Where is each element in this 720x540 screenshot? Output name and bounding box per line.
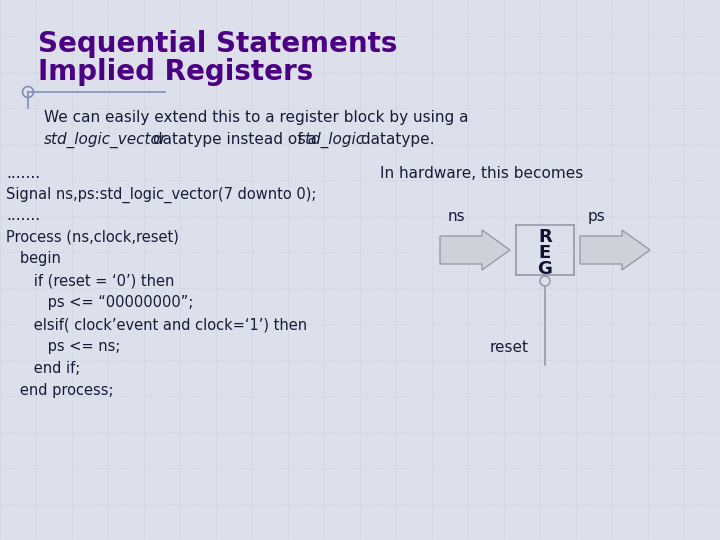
FancyArrow shape: [440, 230, 510, 270]
Text: ps: ps: [588, 209, 606, 224]
Text: Signal ns,ps:std_logic_vector(7 downto 0);: Signal ns,ps:std_logic_vector(7 downto 0…: [6, 187, 316, 203]
Text: end if;: end if;: [6, 361, 80, 376]
Text: reset: reset: [490, 340, 529, 355]
Text: We can easily extend this to a register block by using a: We can easily extend this to a register …: [44, 110, 469, 125]
Text: .......: .......: [6, 166, 40, 181]
FancyArrow shape: [580, 230, 650, 270]
Text: datatype instead of a: datatype instead of a: [148, 132, 322, 147]
Text: if (reset = ‘0’) then: if (reset = ‘0’) then: [6, 273, 174, 288]
Text: std_logic_vector: std_logic_vector: [44, 132, 167, 148]
Text: Sequential Statements: Sequential Statements: [38, 30, 397, 58]
Text: In hardware, this becomes: In hardware, this becomes: [380, 166, 583, 181]
Text: ps <= ns;: ps <= ns;: [6, 339, 120, 354]
Text: ns: ns: [448, 209, 466, 224]
Text: ps <= “00000000”;: ps <= “00000000”;: [6, 295, 194, 310]
Text: .......: .......: [6, 208, 40, 223]
Text: end process;: end process;: [6, 383, 114, 398]
Text: Process (ns,clock,reset): Process (ns,clock,reset): [6, 229, 179, 244]
Text: R: R: [538, 228, 552, 246]
Text: E: E: [539, 244, 551, 262]
Text: datatype.: datatype.: [356, 132, 434, 147]
Text: elsif( clock’event and clock=‘1’) then: elsif( clock’event and clock=‘1’) then: [6, 317, 307, 332]
Text: std_logic: std_logic: [297, 132, 364, 148]
Text: begin: begin: [6, 251, 61, 266]
Text: Implied Registers: Implied Registers: [38, 58, 313, 86]
Circle shape: [540, 276, 550, 286]
Text: G: G: [538, 260, 552, 278]
